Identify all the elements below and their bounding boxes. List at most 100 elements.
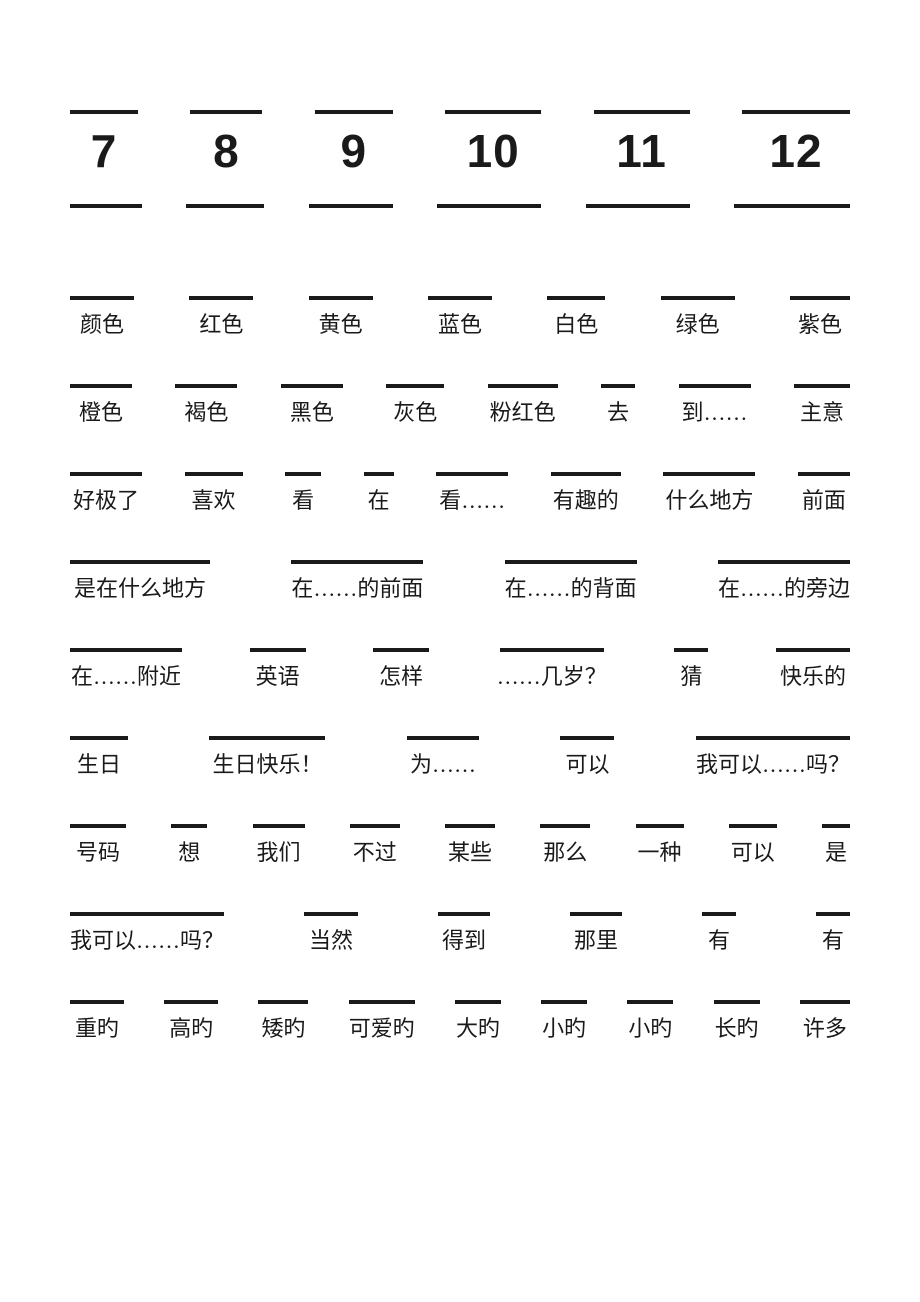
fill-blank[interactable] [309, 204, 393, 208]
fill-blank[interactable] [734, 204, 850, 208]
fill-blank[interactable] [258, 1000, 308, 1004]
fill-blank[interactable] [627, 1000, 673, 1004]
fill-blank[interactable] [663, 472, 755, 476]
fill-blank[interactable] [171, 824, 207, 828]
vocab-cell: 蓝色 [428, 296, 492, 336]
fill-blank[interactable] [281, 384, 343, 388]
fill-blank[interactable] [586, 204, 690, 208]
vocab-label: 可以 [731, 842, 775, 864]
vocab-cell: 看 [285, 472, 321, 512]
fill-blank[interactable] [794, 384, 850, 388]
fill-blank[interactable] [570, 912, 622, 916]
fill-blank[interactable] [540, 824, 590, 828]
fill-blank[interactable] [776, 648, 850, 652]
fill-blank[interactable] [70, 204, 142, 208]
fill-blank[interactable] [500, 648, 604, 652]
fill-blank[interactable] [70, 1000, 124, 1004]
fill-blank[interactable] [309, 296, 373, 300]
vocab-label: 红色 [199, 314, 243, 336]
fill-blank[interactable] [315, 110, 393, 114]
fill-blank[interactable] [798, 472, 850, 476]
vocab-cell: 号码 [70, 824, 126, 864]
vocab-cell: 那里 [570, 912, 622, 952]
fill-blank[interactable] [437, 204, 541, 208]
fill-blank[interactable] [70, 648, 182, 652]
fill-blank[interactable] [349, 1000, 415, 1004]
fill-blank[interactable] [190, 110, 262, 114]
vocab-label: 紫色 [798, 314, 842, 336]
fill-blank[interactable] [407, 736, 479, 740]
vocab-cell: 那么 [540, 824, 590, 864]
vocab-label: 在……附近 [71, 666, 181, 688]
fill-blank[interactable] [70, 824, 126, 828]
fill-blank[interactable] [70, 560, 210, 564]
vocab-cell: 大旳 [455, 1000, 501, 1040]
fill-blank[interactable] [175, 384, 237, 388]
fill-blank[interactable] [718, 560, 850, 564]
fill-blank[interactable] [428, 296, 492, 300]
vocab-label: 想 [178, 842, 200, 864]
fill-blank[interactable] [800, 1000, 850, 1004]
fill-blank[interactable] [505, 560, 637, 564]
fill-blank[interactable] [285, 472, 321, 476]
fill-blank[interactable] [373, 648, 429, 652]
fill-blank[interactable] [250, 648, 306, 652]
vocab-label: 是在什么地方 [74, 578, 206, 600]
fill-blank[interactable] [488, 384, 558, 388]
fill-blank[interactable] [674, 648, 708, 652]
fill-blank[interactable] [702, 912, 736, 916]
fill-blank[interactable] [547, 296, 605, 300]
number-cell: 11 [594, 110, 690, 174]
fill-blank[interactable] [70, 384, 132, 388]
fill-blank[interactable] [164, 1000, 218, 1004]
vocab-cell: 喜欢 [185, 472, 243, 512]
fill-blank[interactable] [304, 912, 358, 916]
fill-blank[interactable] [696, 736, 850, 740]
fill-blank[interactable] [386, 384, 444, 388]
fill-blank[interactable] [679, 384, 751, 388]
vocab-row: 在……附近英语怎样……几岁？猜快乐的 [70, 648, 850, 688]
fill-blank[interactable] [209, 736, 325, 740]
fill-blank[interactable] [541, 1000, 587, 1004]
fill-blank[interactable] [714, 1000, 760, 1004]
fill-blank[interactable] [70, 296, 134, 300]
fill-blank[interactable] [661, 296, 735, 300]
vocab-cell: 前面 [798, 472, 850, 512]
vocab-label: 有 [822, 930, 844, 952]
fill-blank[interactable] [185, 472, 243, 476]
fill-blank[interactable] [70, 912, 224, 916]
fill-blank[interactable] [560, 736, 614, 740]
fill-blank[interactable] [790, 296, 850, 300]
fill-blank[interactable] [189, 296, 253, 300]
fill-blank[interactable] [636, 824, 684, 828]
vocab-label: 生日快乐！ [212, 754, 322, 776]
fill-blank[interactable] [350, 824, 400, 828]
fill-blank[interactable] [438, 912, 490, 916]
fill-blank[interactable] [445, 110, 541, 114]
fill-blank[interactable] [729, 824, 777, 828]
fill-blank[interactable] [364, 472, 394, 476]
fill-blank[interactable] [186, 204, 264, 208]
vocab-cell: 重旳 [70, 1000, 124, 1040]
fill-blank[interactable] [253, 824, 305, 828]
vocab-cell: 灰色 [386, 384, 444, 424]
vocab-label: 蓝色 [438, 314, 482, 336]
fill-blank[interactable] [455, 1000, 501, 1004]
fill-blank[interactable] [445, 824, 495, 828]
vocab-label: 我可以……吗？ [696, 754, 850, 776]
fill-blank[interactable] [70, 736, 128, 740]
fill-blank[interactable] [816, 912, 850, 916]
fill-blank[interactable] [822, 824, 850, 828]
vocab-cell: 白色 [547, 296, 605, 336]
vocab-row: 号码想我们不过某些那么一种可以是 [70, 824, 850, 864]
fill-blank[interactable] [551, 472, 621, 476]
fill-blank[interactable] [436, 472, 508, 476]
fill-blank[interactable] [291, 560, 423, 564]
vocab-label: 有趣的 [553, 490, 619, 512]
fill-blank[interactable] [601, 384, 635, 388]
fill-blank[interactable] [70, 472, 142, 476]
fill-blank[interactable] [742, 110, 850, 114]
fill-blank[interactable] [70, 110, 138, 114]
fill-blank[interactable] [594, 110, 690, 114]
vocab-label: 某些 [448, 842, 492, 864]
